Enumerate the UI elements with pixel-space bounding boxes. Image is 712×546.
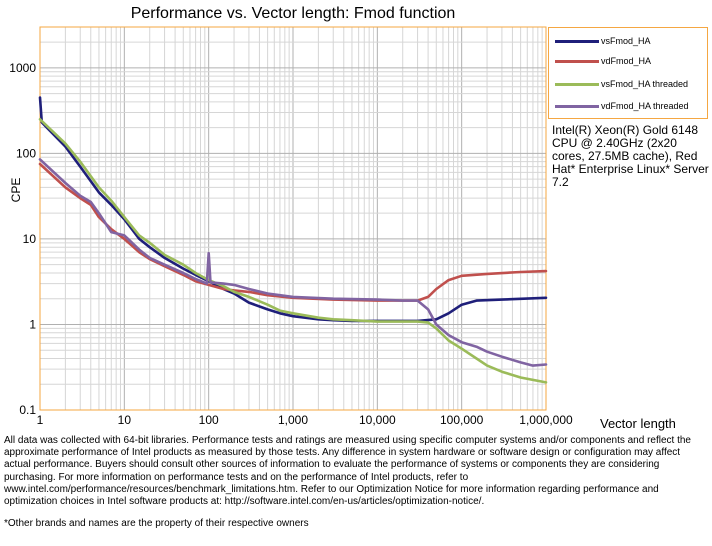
legend-item-vsfmod-ha: vsFmod_HA — [555, 36, 651, 46]
legend-swatch — [555, 59, 599, 63]
series-line-2 — [38, 118, 548, 384]
x-axis-label: Vector length — [600, 416, 676, 431]
y-tick-label: 100 — [16, 146, 36, 160]
legend-item-vdfmod-ha-threaded: vdFmod_HA threaded — [555, 101, 689, 111]
trademark-note: *Other brands and names are the property… — [4, 518, 309, 529]
y-tick-label: 1 — [29, 317, 36, 331]
plot-border — [39, 26, 547, 411]
legend-label: vsFmod_HA — [601, 36, 651, 46]
legend: vsFmod_HA vdFmod_HA vsFmod_HA threaded v… — [548, 27, 708, 119]
x-tick-label: 10 — [118, 413, 132, 427]
y-tick-label: 0.1 — [19, 403, 36, 417]
x-tick-label: 1 — [37, 413, 44, 427]
legend-swatch — [555, 39, 599, 43]
x-tick-label: 100,000 — [440, 413, 484, 427]
chart-title: Performance vs. Vector length: Fmod func… — [130, 5, 456, 22]
y-tick-label: 10 — [23, 232, 37, 246]
legend-swatch — [555, 82, 599, 86]
x-tick-label: 10,000 — [359, 413, 396, 427]
legend-item-vsfmod-ha-threaded: vsFmod_HA threaded — [555, 79, 688, 89]
x-tick-label: 1,000,000 — [519, 413, 573, 427]
legend-item-vdfmod-ha: vdFmod_HA — [555, 56, 651, 66]
disclaimer-text: All data was collected with 64-bit libra… — [4, 435, 691, 508]
legend-label: vdFmod_HA threaded — [601, 101, 689, 111]
system-info: Intel(R) Xeon(R) Gold 6148 CPU @ 2.40GHz… — [552, 123, 709, 189]
series-line-0 — [38, 96, 548, 323]
x-tick-label: 100 — [199, 413, 219, 427]
x-tick-label: 1,000 — [278, 413, 308, 427]
legend-label: vdFmod_HA — [601, 56, 652, 66]
legend-swatch — [555, 104, 599, 108]
legend-label: vsFmod_HA threaded — [601, 79, 689, 89]
series-line-3 — [38, 158, 548, 367]
y-tick-label: 1000 — [9, 61, 36, 75]
